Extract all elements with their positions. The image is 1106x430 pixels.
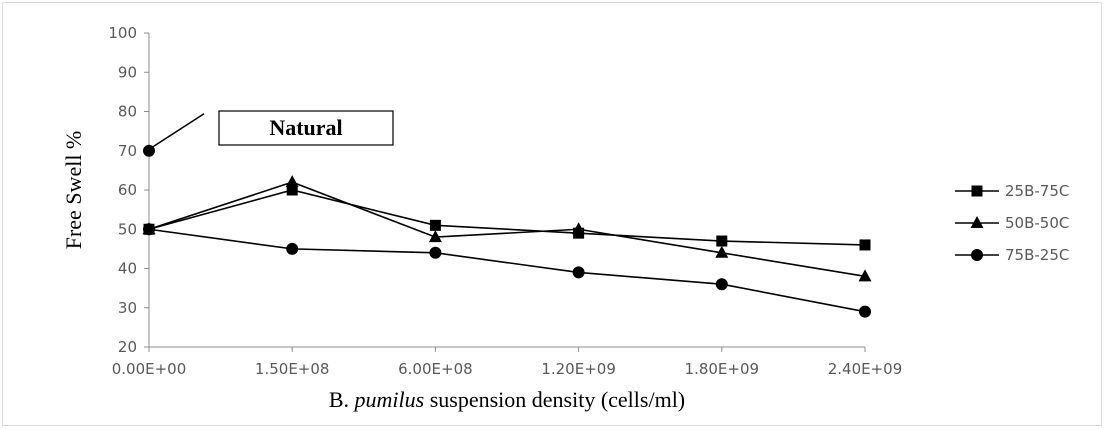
- y-tick-label: 70: [118, 142, 137, 160]
- data-point-triangle: [858, 269, 872, 282]
- line-chart: 20 30 40 50 60 70 80 90 100 0.00E+00 1.50E+08 6.00…: [61, 24, 1069, 412]
- x-axis-title: B. pumilus suspension density (cells/ml): [329, 387, 685, 412]
- data-point-circle: [429, 246, 442, 259]
- series-line: [148, 181, 866, 278]
- y-tick-label: 90: [118, 63, 137, 81]
- data-point-circle: [859, 305, 871, 318]
- series-line: [148, 189, 866, 246]
- y-tick-label: 50: [118, 220, 137, 238]
- data-point-square: [286, 184, 298, 196]
- y-tick-label: 80: [118, 103, 137, 121]
- y-tick-label: 30: [118, 299, 137, 317]
- data-point-circle: [715, 278, 728, 291]
- y-tick-label: 20: [118, 338, 137, 356]
- x-axis-title-italic: pumilus: [353, 387, 425, 412]
- legend-label: 25B-75C: [1005, 182, 1069, 200]
- x-tick-label: 2.40E+09: [828, 360, 903, 378]
- y-tick-label: 100: [108, 24, 137, 42]
- data-point-triangle: [715, 245, 729, 258]
- series-75B-25C: [143, 223, 871, 318]
- data-point-circle: [143, 223, 155, 236]
- y-tick-label: 40: [118, 260, 137, 278]
- legend: 25B-75C 50B-50C 75B-25C: [955, 182, 1069, 264]
- y-axis-title: Free Swell %: [61, 131, 86, 250]
- data-point-square: [429, 219, 441, 231]
- legend-entry: 25B-75C: [955, 182, 1069, 200]
- series-line: [148, 228, 866, 313]
- data-point-circle: [286, 242, 299, 255]
- natural-data-point: [143, 144, 155, 157]
- callout-label: Natural: [269, 115, 342, 140]
- x-tick-label: 1.20E+09: [541, 360, 616, 378]
- legend-marker: [971, 185, 983, 197]
- legend-label: 75B-25C: [1005, 246, 1069, 264]
- legend-entry: 50B-50C: [955, 214, 1069, 232]
- legend-label: 50B-50C: [1005, 214, 1069, 232]
- data-point-circle: [572, 266, 585, 279]
- x-tick-label: 6.00E+08: [398, 360, 473, 378]
- data-point-triangle: [572, 222, 586, 235]
- x-tick-label: 1.80E+09: [685, 360, 760, 378]
- data-point-triangle: [285, 175, 299, 188]
- series-50B-50C: [142, 175, 872, 282]
- y-axis: 20 30 40 50 60 70 80 90 100: [108, 24, 150, 356]
- data-point-triangle: [428, 230, 442, 243]
- x-axis-title-suffix: suspension density (cells/ml): [424, 387, 685, 412]
- x-axis-title-prefix: B.: [329, 387, 355, 412]
- y-tick-label: 60: [118, 181, 137, 199]
- x-tick-label: 1.50E+08: [255, 360, 330, 378]
- x-tick-label: 0.00E+00: [112, 360, 187, 378]
- data-point-square: [716, 235, 728, 247]
- x-axis: 0.00E+00 1.50E+08 6.00E+08 1.20E+09 1.80E+09…: [112, 346, 903, 378]
- legend-marker: [971, 249, 983, 261]
- legend-entry: 75B-25C: [955, 246, 1069, 264]
- legend-marker: [970, 216, 984, 228]
- callout-leader-line: [152, 113, 205, 148]
- data-point-square: [859, 239, 871, 251]
- series-layer: [142, 175, 872, 318]
- annotation: Natural: [143, 110, 394, 157]
- callout-box: [218, 110, 394, 146]
